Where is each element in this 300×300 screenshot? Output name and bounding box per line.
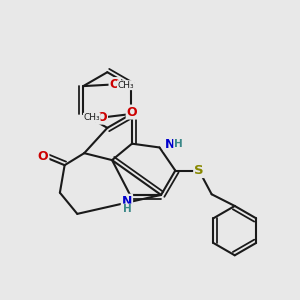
Text: N: N [122,195,132,208]
Text: CH₃: CH₃ [83,113,100,122]
Text: H: H [122,204,131,214]
Text: H: H [174,139,183,149]
Text: O: O [127,106,137,118]
Text: O: O [96,111,107,124]
Text: S: S [194,164,204,177]
Text: N: N [164,138,175,151]
Text: O: O [110,78,120,91]
Text: O: O [38,150,48,163]
Text: CH₃: CH₃ [117,81,134,90]
